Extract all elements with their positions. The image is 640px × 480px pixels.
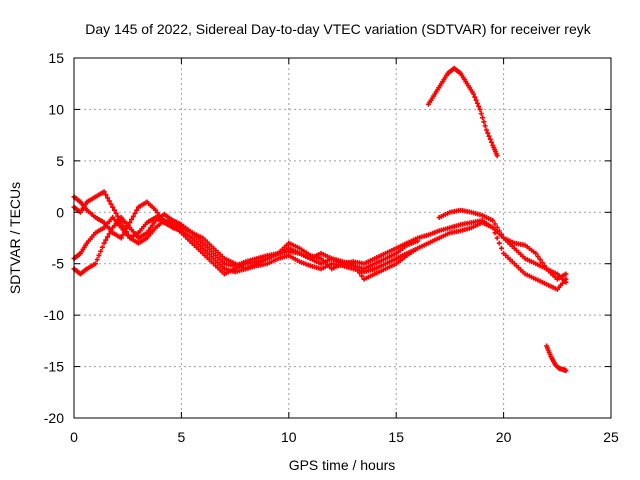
data-point (129, 216, 135, 222)
data-point (563, 279, 569, 285)
data-point (487, 136, 493, 142)
y-tick-label: 0 (56, 204, 64, 220)
data-point (471, 91, 477, 97)
data-point (357, 270, 363, 276)
data-point (117, 216, 123, 222)
data-point (359, 273, 365, 279)
data-point (96, 252, 102, 258)
data-point (563, 368, 569, 374)
y-tick-label: -15 (44, 359, 64, 375)
data-point (118, 235, 124, 241)
data-point (118, 220, 124, 226)
x-tick-label: 10 (281, 429, 297, 445)
grid-lines (74, 58, 611, 418)
data-point (122, 226, 128, 232)
data-point (490, 225, 496, 231)
data-point (98, 248, 104, 254)
data-point (492, 230, 498, 236)
data-point (103, 237, 109, 243)
x-tick-label: 5 (178, 429, 186, 445)
y-tick-label: 5 (56, 153, 64, 169)
data-point (494, 235, 500, 241)
data-point (105, 234, 111, 240)
y-axis-label: SDTVAR / TECUs (7, 182, 23, 294)
data-point (120, 223, 126, 229)
data-point (101, 189, 107, 195)
data-point (110, 204, 116, 210)
data-point (486, 133, 492, 139)
data-point (106, 198, 112, 204)
data-point (134, 207, 140, 213)
data-point (115, 213, 121, 219)
data-point (415, 245, 421, 251)
data-point (94, 257, 100, 263)
data-point (481, 119, 487, 125)
x-tick-label: 20 (496, 429, 512, 445)
data-point (477, 106, 483, 112)
data-point (127, 220, 133, 226)
y-tick-label: 15 (48, 50, 64, 66)
x-tick-label: 0 (70, 429, 78, 445)
x-tick-label: 15 (388, 429, 404, 445)
data-point (472, 94, 478, 100)
data-point (496, 240, 502, 246)
data-point (108, 228, 114, 234)
data-point (492, 221, 498, 227)
data-point (494, 225, 500, 231)
data-point (494, 153, 500, 159)
data-point (563, 271, 569, 277)
data-point (535, 254, 541, 260)
data-point (130, 213, 136, 219)
data-point (480, 115, 486, 121)
data-point (108, 201, 114, 207)
data-point (483, 127, 489, 133)
y-tick-label: -5 (52, 256, 65, 272)
data-points (71, 65, 569, 374)
x-axis-label: GPS time / hours (289, 457, 396, 473)
data-point (415, 238, 421, 244)
axis-ticks (73, 57, 612, 419)
data-point (496, 228, 502, 234)
data-point (533, 250, 539, 256)
data-point (113, 210, 119, 216)
data-point (489, 139, 495, 145)
data-point (105, 195, 111, 201)
data-point (125, 232, 131, 238)
data-point (498, 245, 504, 251)
y-tick-label: -10 (44, 307, 64, 323)
chart-title: Day 145 of 2022, Sidereal Day-to-day VTE… (85, 21, 591, 37)
data-point (355, 267, 361, 273)
data-point (474, 100, 480, 106)
data-point (101, 240, 107, 246)
x-tick-label: 25 (603, 429, 619, 445)
y-tick-label: -20 (44, 410, 64, 426)
plot-frame (73, 57, 612, 419)
tick-labels: 0 5 10 15 20 25 15 10 5 0 -5 -10 -15 -20 (44, 50, 619, 445)
data-point (473, 97, 479, 103)
data-point (92, 261, 98, 267)
data-point (123, 229, 129, 235)
y-tick-label: 10 (48, 101, 64, 117)
data-point (478, 111, 484, 117)
data-point (537, 257, 543, 263)
data-point (485, 130, 491, 136)
data-point (99, 244, 105, 250)
data-point (106, 231, 112, 237)
data-point (352, 264, 358, 270)
data-point (111, 207, 117, 213)
data-point (103, 192, 109, 198)
data-point (132, 210, 138, 216)
data-point (476, 103, 482, 109)
data-point (498, 232, 504, 238)
data-point (350, 261, 356, 267)
data-point (120, 232, 126, 238)
data-point (482, 123, 488, 129)
data-point (490, 218, 496, 224)
